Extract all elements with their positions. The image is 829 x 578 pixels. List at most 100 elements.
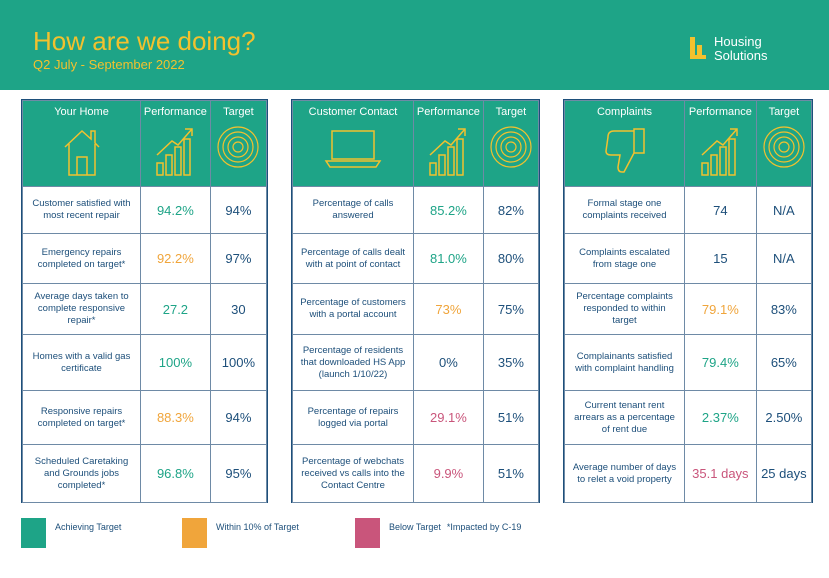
target-value: 97% <box>209 233 268 284</box>
laptop-icon <box>324 130 382 168</box>
panel-heading-label: Complaints <box>596 106 653 118</box>
panel-heading: Complaints <box>563 100 686 187</box>
performance-value: 35.1 days <box>684 444 757 503</box>
column-header-target: Target <box>209 100 268 187</box>
target-label: Target <box>495 106 527 118</box>
target-value: 51% <box>482 444 540 503</box>
housing-solutions-logo-icon <box>690 37 706 59</box>
table-row: Percentage of calls answered 85.2% 82% <box>291 186 540 234</box>
metric-label: Percentage of webchats received vs calls… <box>291 444 415 503</box>
panel-your-home: Your Home Performance Target Custom <box>21 99 268 503</box>
legend-swatch-green <box>21 518 46 548</box>
rising-bars-icon <box>429 128 467 176</box>
metric-label: Percentage of residents that downloaded … <box>291 334 415 391</box>
target-icon <box>763 126 805 168</box>
rising-bars-icon <box>701 128 739 176</box>
metric-label: Scheduled Caretaking and Grounds jobs co… <box>22 444 141 503</box>
metric-label: Complainants satisfied with complaint ha… <box>563 334 686 391</box>
table-row: Scheduled Caretaking and Grounds jobs co… <box>22 444 268 503</box>
metric-label: Percentage of repairs logged via portal <box>291 390 415 445</box>
table-row: Current tenant rent arrears as a percent… <box>563 390 813 445</box>
table-row: Percentage complaints responded to withi… <box>563 283 813 335</box>
rising-bars-icon <box>156 128 194 176</box>
legend-swatch-amber <box>182 518 207 548</box>
target-label: Target <box>768 106 800 118</box>
panel-heading-label: Customer Contact <box>308 106 398 118</box>
thumbs-down-icon <box>604 128 645 173</box>
panel-complaints: Complaints Performance Target <box>563 99 813 503</box>
metric-label: Complaints escalated from stage one <box>563 233 686 284</box>
performance-value: 79.4% <box>684 334 757 391</box>
panel-heading-label: Your Home <box>54 106 109 118</box>
performance-value: 29.1% <box>413 390 484 445</box>
metric-label: Current tenant rent arrears as a percent… <box>563 390 686 445</box>
target-value: 25 days <box>755 444 813 503</box>
metric-label: Responsive repairs completed on target* <box>22 390 141 445</box>
performance-label: Performance <box>688 106 752 118</box>
column-header-performance: Performance <box>413 100 484 187</box>
panel-heading: Your Home <box>22 100 141 187</box>
table-row: Emergency repairs completed on target* 9… <box>22 233 268 284</box>
legend-label: Achieving Target <box>55 522 122 532</box>
brand-line-2: Solutions <box>714 48 768 63</box>
panel-customer-contact: Customer Contact Performance Target <box>291 99 540 503</box>
performance-value: 100% <box>140 334 211 391</box>
performance-value: 94.2% <box>140 186 211 234</box>
target-value: N/A <box>755 233 813 284</box>
table-row: Percentage of residents that downloaded … <box>291 334 540 391</box>
performance-value: 9.9% <box>413 444 484 503</box>
column-header-performance: Performance <box>140 100 211 187</box>
column-header-performance: Performance <box>684 100 757 187</box>
target-value: 94% <box>209 186 268 234</box>
target-icon <box>490 126 532 168</box>
legend-achieving: Achieving Target <box>21 518 121 548</box>
metric-label: Percentage of calls answered <box>291 186 415 234</box>
target-value: 65% <box>755 334 813 391</box>
table-row: Average days taken to complete responsiv… <box>22 283 268 335</box>
target-value: 75% <box>482 283 540 335</box>
legend-label: Within 10% of Target <box>216 522 299 532</box>
table-row: Complaints escalated from stage one 15 N… <box>563 233 813 284</box>
performance-label: Performance <box>416 106 480 118</box>
table-row: Complainants satisfied with complaint ha… <box>563 334 813 391</box>
performance-value: 73% <box>413 283 484 335</box>
brand-logo: Housing Solutions <box>688 35 767 63</box>
brand-line-1: Housing <box>714 34 762 49</box>
performance-value: 15 <box>684 233 757 284</box>
metric-label: Average days taken to complete responsiv… <box>22 283 141 335</box>
metric-label: Percentage complaints responded to withi… <box>563 283 686 335</box>
house-icon <box>63 129 100 176</box>
performance-value: 92.2% <box>140 233 211 284</box>
target-value: 82% <box>482 186 540 234</box>
performance-value: 85.2% <box>413 186 484 234</box>
column-header-target: Target <box>755 100 813 187</box>
performance-label: Performance <box>143 106 207 118</box>
performance-value: 27.2 <box>140 283 211 335</box>
target-value: 2.50% <box>755 390 813 445</box>
brand-name: Housing Solutions <box>714 35 767 63</box>
legend-below: Below Target *Impacted by C-19 <box>355 518 521 548</box>
performance-value: 2.37% <box>684 390 757 445</box>
target-label: Target <box>223 106 254 118</box>
metric-label: Homes with a valid gas certificate <box>22 334 141 391</box>
table-row: Average number of days to relet a void p… <box>563 444 813 503</box>
table-row: Customer satisfied with most recent repa… <box>22 186 268 234</box>
metric-label: Emergency repairs completed on target* <box>22 233 141 284</box>
target-value: 51% <box>482 390 540 445</box>
target-value: 100% <box>209 334 268 391</box>
target-value: 94% <box>209 390 268 445</box>
target-value: N/A <box>755 186 813 234</box>
metric-label: Formal stage one complaints received <box>563 186 686 234</box>
table-row: Percentage of repairs logged via portal … <box>291 390 540 445</box>
page-header: How are we doing? Q2 July - September 20… <box>0 0 829 90</box>
table-row: Responsive repairs completed on target* … <box>22 390 268 445</box>
performance-value: 0% <box>413 334 484 391</box>
target-value: 30 <box>209 283 268 335</box>
table-row: Percentage of calls dealt with at point … <box>291 233 540 284</box>
legend-within: Within 10% of Target <box>182 518 299 548</box>
page-title: How are we doing? <box>33 26 256 56</box>
table-row: Percentage of customers with a portal ac… <box>291 283 540 335</box>
target-value: 80% <box>482 233 540 284</box>
legend-label: Below Target <box>389 522 441 532</box>
column-header-target: Target <box>482 100 540 187</box>
